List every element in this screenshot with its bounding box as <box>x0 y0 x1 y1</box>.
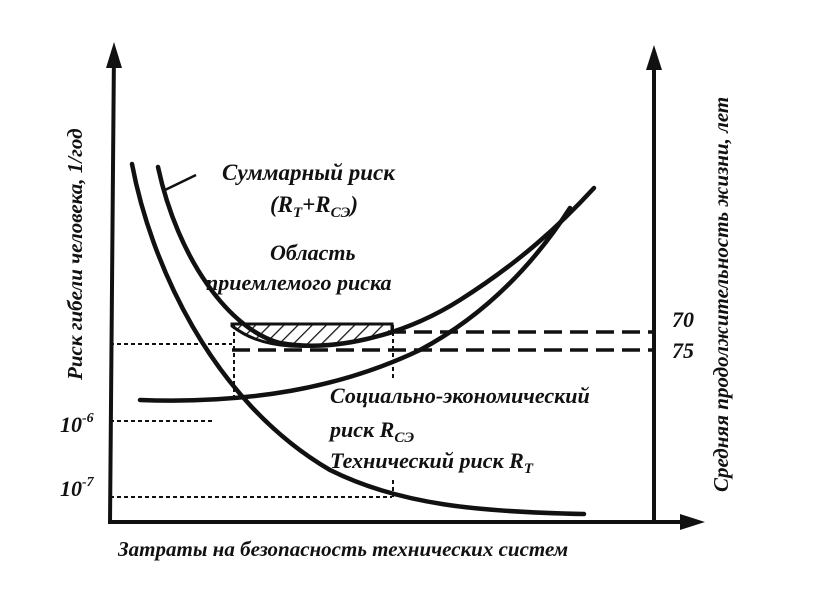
tick-label-1e6: 10-6 <box>60 411 94 437</box>
socio-economic-label-line2: риск RСЭ <box>328 417 414 446</box>
socio-economic-label-line1: Социально-экономический <box>330 383 590 408</box>
total-risk-pointer <box>164 173 197 192</box>
x-axis-title: Затраты на безопасность технических сист… <box>117 537 568 561</box>
x-axis-arrow <box>680 514 705 530</box>
total-risk-label-line1: Суммарный риск <box>222 160 396 185</box>
right-axis-title: Средняя продолжительность жизни, лет <box>709 97 733 492</box>
left-axis-title: Риск гибели человека, 1/год <box>63 128 87 381</box>
area-label-line2: приемлемого риска <box>206 270 392 295</box>
left-y-axis-arrow <box>106 42 122 68</box>
area-label-line1: Область <box>270 240 356 265</box>
tick-label-1e7: 10-7 <box>60 475 95 501</box>
total-risk-curve <box>155 164 597 348</box>
tick-label-75: 75 <box>672 338 694 363</box>
tick-label-70: 70 <box>672 307 694 332</box>
left-y-axis <box>108 49 116 525</box>
technical-risk-curve <box>129 161 587 517</box>
total-risk-label-line2: (RT+RСЭ) <box>270 192 358 221</box>
technical-risk-label: Технический риск RT <box>330 448 534 477</box>
socio-economic-risk-curve <box>137 205 573 403</box>
right-y-axis-arrow <box>646 45 662 70</box>
